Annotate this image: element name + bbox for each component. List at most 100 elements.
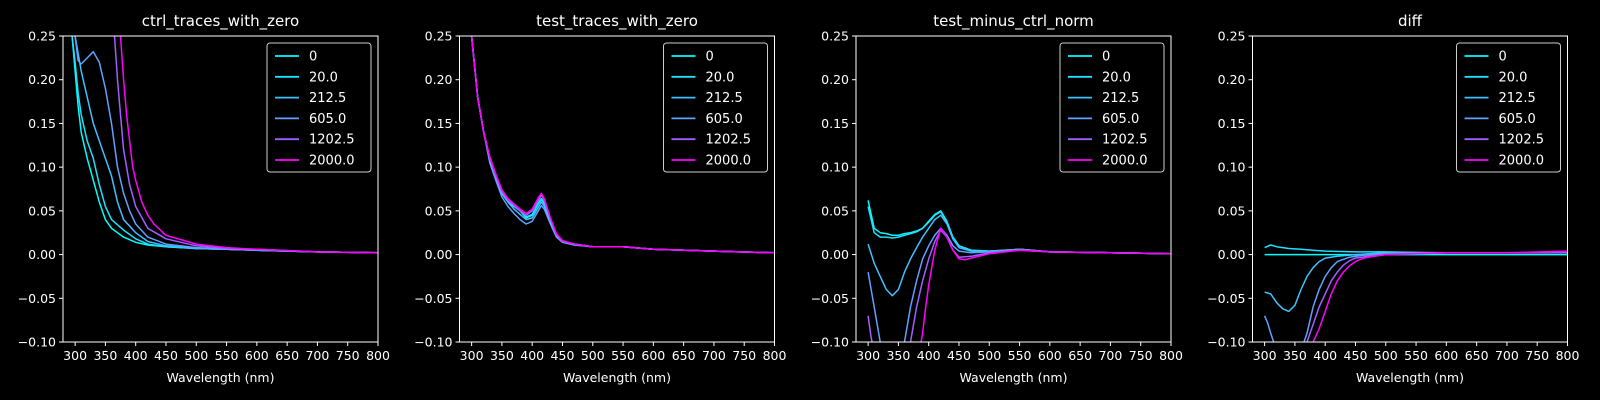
x-tick-label: 750 bbox=[1525, 348, 1549, 363]
x-tick-label: 450 bbox=[154, 348, 178, 363]
legend-label: 1202.5 bbox=[706, 133, 752, 148]
y-tick-label: 0.00 bbox=[425, 247, 453, 262]
subplot-title: test_minus_ctrl_norm bbox=[933, 12, 1094, 31]
y-tick-label: 0.20 bbox=[821, 72, 849, 87]
y-tick-label: −0.10 bbox=[1207, 335, 1245, 350]
legend-label: 1202.5 bbox=[1102, 133, 1148, 148]
x-tick-label: 700 bbox=[305, 348, 329, 363]
x-tick-label: 650 bbox=[275, 348, 299, 363]
subplot-1: ctrl_traces_with_zero Wavelength (nm) 30… bbox=[18, 12, 390, 385]
y-tick-label: 0.25 bbox=[28, 29, 56, 44]
subplot-title: ctrl_traces_with_zero bbox=[142, 12, 299, 31]
y-tick-label: −0.05 bbox=[1207, 291, 1245, 306]
series-line-3 bbox=[74, 36, 378, 254]
legend-label: 212.5 bbox=[309, 91, 346, 106]
legend-label: 212.5 bbox=[706, 91, 743, 106]
y-tick-label: 0.05 bbox=[28, 203, 56, 218]
series-line-5 bbox=[470, 36, 775, 254]
x-tick-label: 800 bbox=[1159, 348, 1183, 363]
y-tick-label: −0.10 bbox=[18, 335, 56, 350]
legend-label: 2000.0 bbox=[1102, 154, 1148, 169]
x-tick-label: 300 bbox=[63, 348, 87, 363]
y-tick-label: 0.10 bbox=[425, 160, 453, 175]
plot-lines bbox=[1263, 244, 1568, 342]
x-tick-label: 350 bbox=[490, 348, 514, 363]
x-tick-label: 500 bbox=[1374, 348, 1398, 363]
series-line-5 bbox=[1312, 250, 1568, 342]
x-tick-label: 300 bbox=[460, 348, 484, 363]
y-tick-label: 0.25 bbox=[1218, 29, 1246, 44]
x-tick-label: 750 bbox=[336, 348, 360, 363]
legend-label: 605.0 bbox=[1102, 112, 1139, 127]
legend-label: 20.0 bbox=[706, 70, 735, 85]
x-tick-label: 400 bbox=[917, 348, 941, 363]
x-tick-label: 650 bbox=[1465, 348, 1489, 363]
y-tick-label: 0.15 bbox=[821, 116, 849, 131]
x-tick-label: 350 bbox=[1283, 348, 1307, 363]
legend-label: 2000.0 bbox=[1499, 154, 1545, 169]
y-tick-label: 0.00 bbox=[28, 247, 56, 262]
subplot-3: test_minus_ctrl_norm Wavelength (nm) 300… bbox=[811, 12, 1183, 385]
subplot-4: diff Wavelength (nm) 300 350 400 450 500 550 6… bbox=[1207, 12, 1579, 385]
x-tick-label: 500 bbox=[581, 348, 605, 363]
x-tick-label: 450 bbox=[1344, 348, 1368, 363]
y-tick-label: 0.00 bbox=[821, 247, 849, 262]
y-tick-label: −0.05 bbox=[811, 291, 849, 306]
x-tick-label: 400 bbox=[124, 348, 148, 363]
plot-frame bbox=[1252, 35, 1568, 343]
subplot-title: test_traces_with_zero bbox=[536, 12, 698, 31]
legend-label: 20.0 bbox=[1102, 70, 1131, 85]
x-tick-label: 700 bbox=[1098, 348, 1122, 363]
plot-lines bbox=[71, 36, 378, 254]
y-tick-label: 0.15 bbox=[1218, 116, 1246, 131]
legend-label: 20.0 bbox=[1499, 70, 1528, 85]
x-tick-label: 400 bbox=[520, 348, 544, 363]
legend: 0 20.0 212.5 605.0 1202.5 2000.0 bbox=[266, 42, 372, 173]
y-tick-label: −0.05 bbox=[414, 291, 452, 306]
legend-label: 0 bbox=[1102, 50, 1110, 65]
x-tick-label: 350 bbox=[93, 348, 117, 363]
y-tick-label: 0.25 bbox=[425, 29, 453, 44]
series-line-5 bbox=[920, 227, 1171, 342]
x-tick-label: 450 bbox=[947, 348, 971, 363]
x-tick-label: 500 bbox=[184, 348, 208, 363]
plot-lines bbox=[470, 36, 775, 254]
legend: 0 20.0 212.5 605.0 1202.5 2000.0 bbox=[663, 42, 768, 173]
series-line-3 bbox=[1263, 252, 1568, 342]
legend-label: 0 bbox=[309, 50, 317, 65]
x-axis-label: Wavelength (nm) bbox=[563, 370, 671, 385]
legend-label: 0 bbox=[1499, 50, 1507, 65]
x-tick-label: 300 bbox=[856, 348, 880, 363]
subplot-2: test_traces_with_zero Wavelength (nm) 30… bbox=[414, 12, 786, 385]
y-tick-label: 0.10 bbox=[1218, 160, 1246, 175]
x-tick-label: 800 bbox=[1556, 348, 1580, 363]
legend-label: 1202.5 bbox=[1499, 133, 1545, 148]
x-tick-label: 400 bbox=[1313, 348, 1337, 363]
y-tick-label: 0.10 bbox=[28, 160, 56, 175]
x-tick-label: 750 bbox=[1129, 348, 1153, 363]
legend-label: 605.0 bbox=[706, 112, 743, 127]
y-tick-label: 0.20 bbox=[425, 72, 453, 87]
x-tick-label: 700 bbox=[1495, 348, 1519, 363]
legend-label: 20.0 bbox=[309, 70, 338, 85]
y-tick-label: 0.05 bbox=[1218, 203, 1246, 218]
x-tick-label: 750 bbox=[732, 348, 756, 363]
y-tick-label: −0.10 bbox=[811, 335, 849, 350]
y-tick-label: 0.05 bbox=[425, 203, 453, 218]
legend-label: 2000.0 bbox=[309, 154, 355, 169]
plot-lines bbox=[867, 200, 1171, 342]
x-tick-label: 450 bbox=[551, 348, 575, 363]
legend-label: 605.0 bbox=[309, 112, 346, 127]
legend: 0 20.0 212.5 605.0 1202.5 2000.0 bbox=[1059, 42, 1165, 173]
x-tick-label: 350 bbox=[886, 348, 910, 363]
plot-frame bbox=[62, 35, 379, 343]
legend-label: 2000.0 bbox=[706, 154, 752, 169]
series-line-3 bbox=[867, 227, 1171, 342]
plot-frame bbox=[855, 35, 1172, 343]
plot-frame bbox=[459, 35, 775, 343]
legend: 0 20.0 212.5 605.0 1202.5 2000.0 bbox=[1456, 42, 1561, 173]
x-tick-label: 550 bbox=[1008, 348, 1032, 363]
x-tick-label: 550 bbox=[1404, 348, 1428, 363]
